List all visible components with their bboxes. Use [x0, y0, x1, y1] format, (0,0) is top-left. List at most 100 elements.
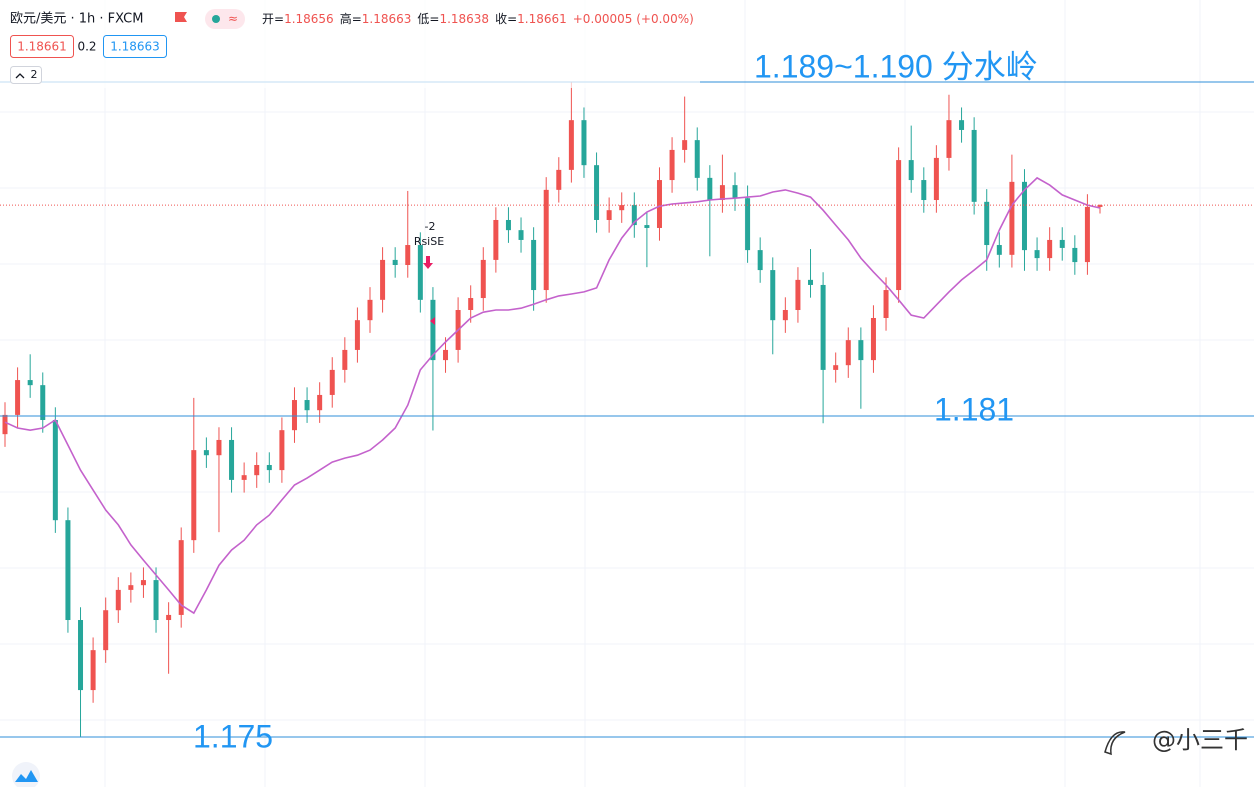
- indicator-count: 2: [31, 68, 38, 81]
- candle-body: [178, 540, 184, 615]
- candle-body: [732, 185, 738, 199]
- candle-body: [266, 465, 272, 471]
- candle-body: [896, 160, 902, 291]
- candle-body: [1059, 239, 1065, 248]
- candle-body: [556, 169, 562, 190]
- annotation: 1.181: [934, 391, 1014, 427]
- candle-body: [1009, 181, 1015, 255]
- candle-body: [908, 160, 914, 181]
- candle-body: [317, 394, 323, 411]
- ask-box[interactable]: [103, 35, 167, 58]
- candle-body: [2, 414, 8, 435]
- ohlc-value: +0.00005 (+0.00%): [573, 12, 694, 26]
- candle-body: [594, 165, 600, 220]
- candle-body: [392, 259, 398, 265]
- watermark: @小三千: [1152, 726, 1248, 754]
- candle-body: [808, 279, 814, 285]
- candle-body: [1072, 247, 1078, 263]
- candle-body: [115, 589, 121, 611]
- status-icon: ≈: [228, 12, 238, 26]
- candle-body: [329, 369, 335, 395]
- candle-body: [103, 610, 109, 651]
- candle-body: [279, 430, 285, 471]
- ohlc-label: 高=: [340, 11, 362, 26]
- signal-label: RsiSE: [414, 235, 444, 248]
- candle-body: [229, 439, 235, 480]
- candle-body: [606, 210, 612, 220]
- candle-body: [342, 349, 348, 370]
- status-pill[interactable]: [205, 9, 245, 29]
- candle-body: [971, 129, 977, 202]
- candle-body: [682, 140, 688, 150]
- candle-body: [417, 245, 423, 300]
- candle-body: [757, 250, 763, 271]
- candle-body: [405, 245, 411, 265]
- candle-body: [619, 205, 625, 211]
- candle-body: [15, 380, 21, 415]
- candle-body: [1047, 239, 1053, 259]
- candle-body: [669, 149, 675, 181]
- candle-body: [291, 400, 297, 431]
- ohlc-label: 低=: [417, 12, 439, 26]
- candle-body: [443, 349, 449, 361]
- candle-body: [1084, 206, 1090, 263]
- bid-box[interactable]: [10, 35, 74, 58]
- candle-body: [581, 120, 587, 166]
- candle-body: [707, 177, 713, 201]
- annotation: 1.189~1.190 分水岭: [754, 48, 1038, 84]
- indicator-toggle[interactable]: [10, 66, 42, 84]
- candle-body: [959, 120, 965, 130]
- candle-body: [568, 120, 574, 170]
- candle-body: [128, 585, 134, 590]
- signal-marker: [430, 317, 435, 325]
- candle-body: [153, 580, 159, 621]
- candle-body: [518, 230, 524, 240]
- candle-body: [531, 239, 537, 291]
- candle-body: [656, 180, 662, 228]
- candle-body: [166, 614, 172, 621]
- candle-body: [644, 225, 650, 228]
- status-dot: [212, 15, 220, 23]
- ohlc-value: 1.18661: [517, 12, 567, 26]
- watermark-icon: [1104, 731, 1126, 756]
- ohlc-value: 1.18638: [439, 12, 489, 26]
- candle-body: [468, 298, 474, 311]
- candle-body: [65, 520, 71, 621]
- candle-body: [883, 290, 889, 318]
- candle-body: [543, 189, 549, 291]
- logo-bg[interactable]: [12, 762, 40, 787]
- candle-body: [505, 219, 511, 231]
- plot: [0, 82, 1254, 737]
- logo: [15, 770, 38, 782]
- candle-body: [380, 259, 386, 300]
- candle-body: [984, 201, 990, 246]
- candle-body: [140, 580, 146, 586]
- bid: 1.18661: [17, 40, 67, 54]
- candle-body: [996, 245, 1002, 255]
- annotation: 1.175: [193, 718, 273, 754]
- candle-body: [241, 475, 247, 480]
- candle-body: [367, 299, 373, 321]
- candle-body: [933, 157, 939, 201]
- flag-icon[interactable]: [175, 12, 187, 22]
- candle-body: [493, 219, 499, 260]
- ohlc-label: 收=: [495, 12, 517, 26]
- candle-body: [795, 279, 801, 311]
- signal-value: -2: [425, 220, 436, 233]
- candle-body: [870, 317, 876, 361]
- candle-body: [694, 140, 700, 178]
- candle-body: [782, 310, 788, 321]
- candle-body: [845, 340, 851, 366]
- signal-arrow: [423, 256, 433, 269]
- candle-body: [191, 450, 197, 541]
- ohlc-label: 开=: [262, 12, 284, 26]
- candle-body: [216, 439, 222, 456]
- candle-body: [946, 120, 952, 158]
- candle-body: [1034, 250, 1040, 259]
- ask: 1.18663: [110, 40, 160, 54]
- symbol[interactable]: 欧元/美元 · 1h · FXCM: [10, 12, 143, 27]
- candle-body: [719, 185, 725, 201]
- candle-body: [631, 205, 637, 226]
